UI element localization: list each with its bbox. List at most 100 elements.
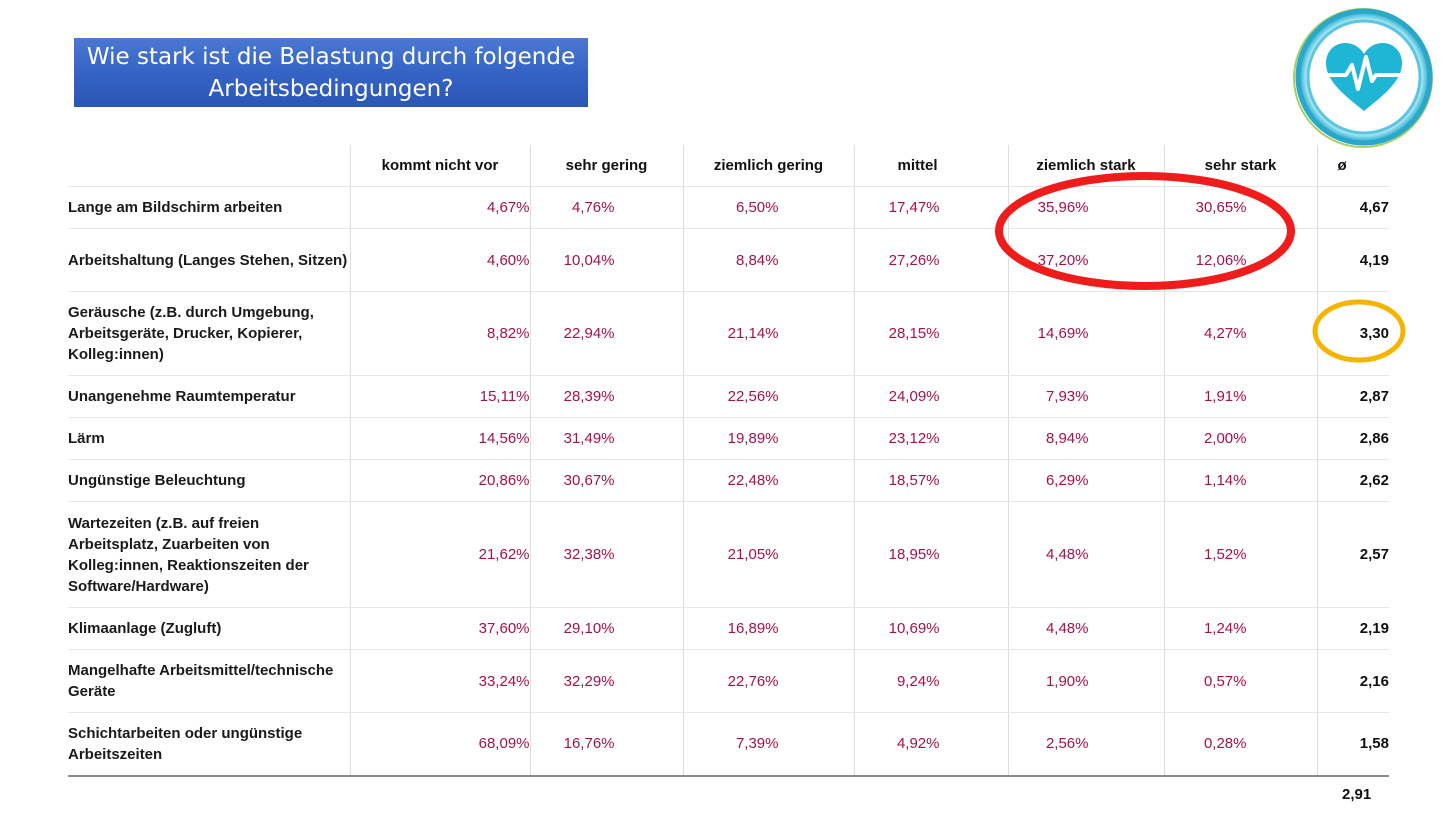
cell-ziemlich-stark: 7,93% xyxy=(1007,375,1164,418)
cell-average: 2,57 xyxy=(1316,501,1389,608)
heart-pulse-logo xyxy=(1292,7,1434,149)
cell-mittel: 4,92% xyxy=(853,712,1008,777)
cell-kommt-nicht-vor: 4,60% xyxy=(349,228,530,292)
row-label: Schichtarbeiten oder ungünstige Arbeitsz… xyxy=(68,712,350,777)
cell-ziemlich-gering: 21,14% xyxy=(682,291,854,376)
table-row: Klimaanlage (Zugluft) 37,60% 29,10% 16,8… xyxy=(68,607,1389,650)
cell-ziemlich-gering: 6,50% xyxy=(682,186,854,229)
cell-kommt-nicht-vor: 21,62% xyxy=(349,501,530,608)
cell-ziemlich-stark: 14,69% xyxy=(1007,291,1164,376)
cell-ziemlich-gering: 19,89% xyxy=(682,417,854,460)
cell-average: 4,67 xyxy=(1316,186,1389,229)
cell-sehr-gering: 16,76% xyxy=(529,712,683,777)
cell-average: 2,87 xyxy=(1316,375,1389,418)
cell-sehr-stark: 4,27% xyxy=(1163,291,1317,376)
header-row: kommt nicht vor sehr gering ziemlich ger… xyxy=(68,145,1389,187)
cell-sehr-stark: 2,00% xyxy=(1163,417,1317,460)
row-label: Mangelhafte Arbeitsmittel/technische Ger… xyxy=(68,649,350,713)
cell-sehr-gering: 30,67% xyxy=(529,459,683,502)
header-kommt-nicht-vor: kommt nicht vor xyxy=(349,145,530,187)
overall-average: 2,91 xyxy=(1342,786,1372,803)
header-ziemlich-gering: ziemlich gering xyxy=(682,145,854,187)
cell-ziemlich-stark: 8,94% xyxy=(1007,417,1164,460)
cell-kommt-nicht-vor: 14,56% xyxy=(349,417,530,460)
cell-mittel: 27,26% xyxy=(853,228,1008,292)
row-label: Arbeitshaltung (Langes Stehen, Sitzen) xyxy=(68,228,350,292)
cell-ziemlich-gering: 7,39% xyxy=(682,712,854,777)
cell-ziemlich-stark: 35,96% xyxy=(1007,186,1164,229)
cell-ziemlich-stark: 37,20% xyxy=(1007,228,1164,292)
cell-sehr-stark: 0,28% xyxy=(1163,712,1317,777)
cell-sehr-stark: 1,14% xyxy=(1163,459,1317,502)
cell-mittel: 17,47% xyxy=(853,186,1008,229)
cell-mittel: 24,09% xyxy=(853,375,1008,418)
table-row: Mangelhafte Arbeitsmittel/technische Ger… xyxy=(68,649,1389,713)
cell-mittel: 28,15% xyxy=(853,291,1008,376)
cell-kommt-nicht-vor: 37,60% xyxy=(349,607,530,650)
cell-sehr-gering: 22,94% xyxy=(529,291,683,376)
cell-ziemlich-gering: 21,05% xyxy=(682,501,854,608)
row-label: Unangenehme Raumtemperatur xyxy=(68,375,350,418)
cell-mittel: 9,24% xyxy=(853,649,1008,713)
cell-average: 2,62 xyxy=(1316,459,1389,502)
cell-kommt-nicht-vor: 4,67% xyxy=(349,186,530,229)
cell-average: 2,86 xyxy=(1316,417,1389,460)
cell-sehr-stark: 12,06% xyxy=(1163,228,1317,292)
cell-kommt-nicht-vor: 68,09% xyxy=(349,712,530,777)
cell-sehr-stark: 0,57% xyxy=(1163,649,1317,713)
cell-kommt-nicht-vor: 8,82% xyxy=(349,291,530,376)
cell-ziemlich-stark: 6,29% xyxy=(1007,459,1164,502)
cell-kommt-nicht-vor: 20,86% xyxy=(349,459,530,502)
row-label: Klimaanlage (Zugluft) xyxy=(68,607,350,650)
header-mittel: mittel xyxy=(853,145,1008,187)
table-row: Schichtarbeiten oder ungünstige Arbeitsz… xyxy=(68,712,1389,777)
table-row: Arbeitshaltung (Langes Stehen, Sitzen) 4… xyxy=(68,228,1389,292)
cell-average: 1,58 xyxy=(1316,712,1389,777)
cell-mittel: 18,57% xyxy=(853,459,1008,502)
header-average: ø xyxy=(1316,145,1389,187)
cell-ziemlich-stark: 2,56% xyxy=(1007,712,1164,777)
cell-mittel: 23,12% xyxy=(853,417,1008,460)
table-row: Lange am Bildschirm arbeiten 4,67% 4,76%… xyxy=(68,186,1389,229)
row-label: Wartezeiten (z.B. auf freien Arbeitsplat… xyxy=(68,501,350,608)
heart-pulse-icon xyxy=(1293,8,1433,148)
cell-sehr-gering: 32,38% xyxy=(529,501,683,608)
row-label: Geräusche (z.B. durch Umgebung, Arbeitsg… xyxy=(68,291,350,376)
cell-mittel: 10,69% xyxy=(853,607,1008,650)
cell-mittel: 18,95% xyxy=(853,501,1008,608)
table-row: Wartezeiten (z.B. auf freien Arbeitsplat… xyxy=(68,501,1389,608)
cell-ziemlich-gering: 16,89% xyxy=(682,607,854,650)
cell-ziemlich-gering: 8,84% xyxy=(682,228,854,292)
cell-average: 3,30 xyxy=(1316,291,1389,376)
header-sehr-gering: sehr gering xyxy=(529,145,683,187)
header-label xyxy=(68,145,350,187)
cell-ziemlich-stark: 4,48% xyxy=(1007,501,1164,608)
cell-sehr-gering: 31,49% xyxy=(529,417,683,460)
header-sehr-stark: sehr stark xyxy=(1163,145,1317,187)
cell-sehr-gering: 4,76% xyxy=(529,186,683,229)
results-table: kommt nicht vor sehr gering ziemlich ger… xyxy=(68,145,1389,777)
cell-ziemlich-gering: 22,48% xyxy=(682,459,854,502)
slide-title: Wie stark ist die Belastung durch folgen… xyxy=(74,38,588,107)
cell-sehr-gering: 28,39% xyxy=(529,375,683,418)
table-row: Geräusche (z.B. durch Umgebung, Arbeitsg… xyxy=(68,291,1389,376)
cell-sehr-gering: 32,29% xyxy=(529,649,683,713)
header-ziemlich-stark: ziemlich stark xyxy=(1007,145,1164,187)
cell-ziemlich-gering: 22,56% xyxy=(682,375,854,418)
row-label: Lärm xyxy=(68,417,350,460)
cell-sehr-stark: 1,91% xyxy=(1163,375,1317,418)
cell-ziemlich-stark: 1,90% xyxy=(1007,649,1164,713)
cell-kommt-nicht-vor: 15,11% xyxy=(349,375,530,418)
cell-sehr-gering: 10,04% xyxy=(529,228,683,292)
table-row: Unangenehme Raumtemperatur 15,11% 28,39%… xyxy=(68,375,1389,418)
cell-sehr-stark: 30,65% xyxy=(1163,186,1317,229)
cell-average: 2,19 xyxy=(1316,607,1389,650)
row-label: Ungünstige Beleuchtung xyxy=(68,459,350,502)
cell-sehr-gering: 29,10% xyxy=(529,607,683,650)
cell-kommt-nicht-vor: 33,24% xyxy=(349,649,530,713)
table-row: Ungünstige Beleuchtung 20,86% 30,67% 22,… xyxy=(68,459,1389,502)
cell-ziemlich-stark: 4,48% xyxy=(1007,607,1164,650)
cell-average: 4,19 xyxy=(1316,228,1389,292)
cell-sehr-stark: 1,52% xyxy=(1163,501,1317,608)
cell-ziemlich-gering: 22,76% xyxy=(682,649,854,713)
